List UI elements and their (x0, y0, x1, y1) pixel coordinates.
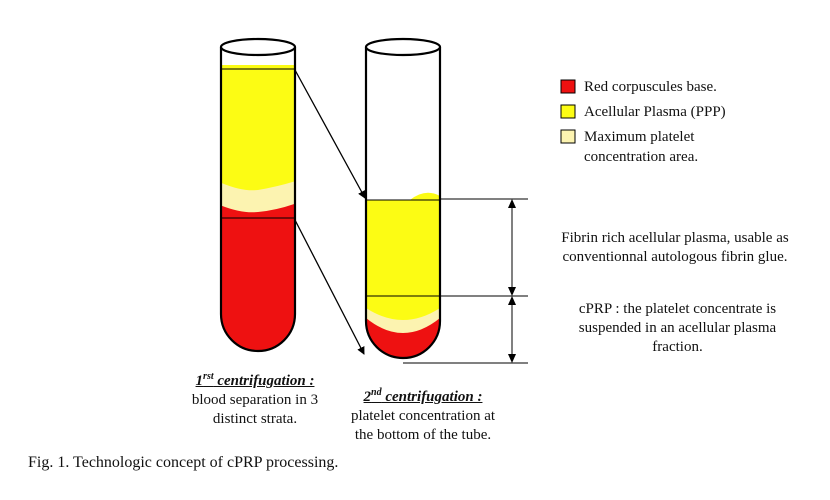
annotation-cprp: cPRP : the platelet concentrate is suspe… (535, 300, 820, 357)
step-1-label: 1rst centrifugation : blood separation i… (160, 367, 350, 429)
annotation-fibrin-line2: conventionnal autologous fibrin glue. (562, 249, 788, 265)
transfer-arrow-top (294, 69, 366, 199)
annotation-cprp-line2: suspended in an acellular plasma (578, 320, 777, 336)
legend-swatch-pale-yellow (560, 129, 576, 144)
legend-swatch-red (560, 79, 576, 94)
step-2-label: 2nd centrifugation : platelet concentrat… (328, 383, 518, 445)
tube-1 (219, 37, 297, 353)
legend-label-red: Red corpuscules base. (584, 79, 717, 95)
tube-2-outline (364, 47, 442, 360)
annotation-fibrin-line1: Fibrin rich acellular plasma, usable as (561, 230, 789, 246)
tube-2-rim (364, 37, 442, 57)
legend-label-pale-yellow-line1: Maximum platelet (584, 129, 695, 145)
annotation-cprp-line3: fraction. (652, 339, 703, 355)
step-1-line1: blood separation in 3 (191, 392, 319, 408)
annotation-cprp-line1: cPRP : the platelet concentrate is (578, 301, 777, 317)
tube-1-outline (219, 47, 297, 353)
tube-1-red-top (221, 200, 295, 220)
step-2-line2: the bottom of the tube. (354, 427, 492, 443)
step-1-line2: distinct strata. (212, 411, 298, 427)
tube-2 (364, 37, 442, 360)
figure-caption: Fig. 1. Technologic concept of cPRP proc… (28, 454, 339, 471)
tube-1-pale-layer (221, 178, 295, 217)
tube-1-rim (219, 37, 297, 57)
legend-label-pale-yellow-line2: concentration area. (584, 149, 699, 165)
tube-2-yellow-inner (366, 296, 440, 320)
legend-label-pale-yellow: Maximum platelet concentration area. (584, 127, 784, 167)
transfer-arrow-bottom (294, 219, 365, 355)
step-2-title: 2nd centrifugation : (363, 387, 483, 405)
legend-swatch-yellow (560, 104, 576, 119)
tube-2-yellow-layer (366, 192, 440, 300)
bracket-arrow-upper (508, 199, 516, 296)
step-2-line1: platelet concentration at (350, 408, 496, 424)
legend-label-yellow: Acellular Plasma (PPP) (584, 104, 726, 120)
bracket-arrow-lower (508, 296, 516, 363)
step-1-title: 1rst centrifugation : (195, 371, 315, 389)
tube-1-red-layer (221, 217, 295, 351)
annotation-fibrin-plasma: Fibrin rich acellular plasma, usable as … (530, 229, 820, 267)
